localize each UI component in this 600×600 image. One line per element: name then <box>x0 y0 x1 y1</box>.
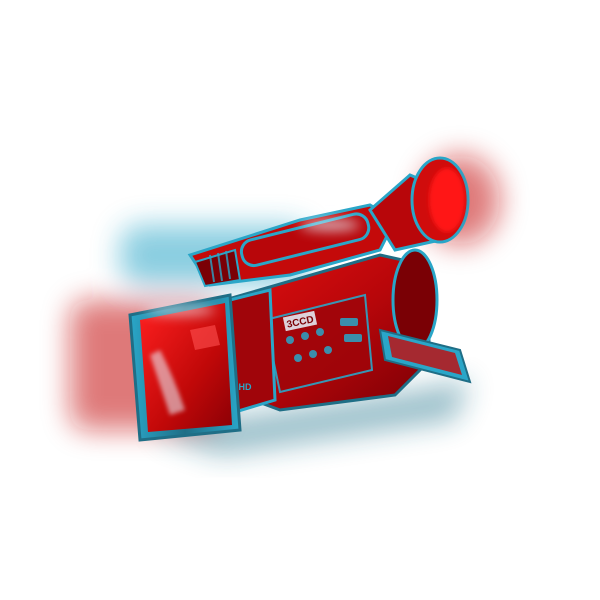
lens-hood <box>128 293 242 442</box>
camera-body: 3CCD HD <box>128 156 472 442</box>
lcd-screen <box>378 328 472 384</box>
viewfinder <box>368 156 470 252</box>
camera-shadow <box>150 380 470 455</box>
specular-highlights <box>145 219 360 315</box>
side-buttons <box>286 318 362 362</box>
lens-badge-text: HD <box>239 382 252 392</box>
